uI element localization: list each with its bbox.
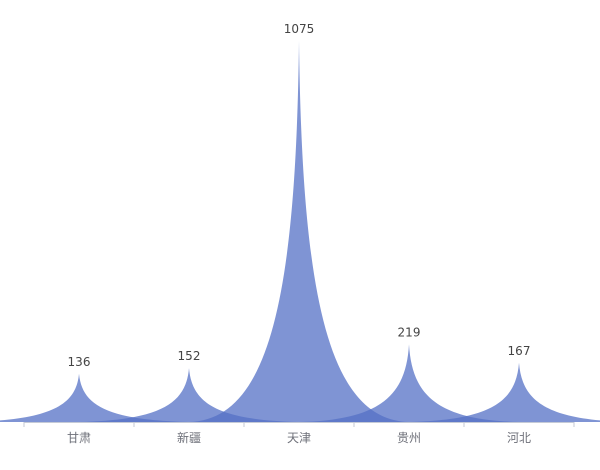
data-label-4: 219 xyxy=(398,325,421,339)
data-labels-layer: 136 152 1075 219 167 xyxy=(68,22,531,369)
peak-1[interactable] xyxy=(0,373,189,422)
x-tick-label-1: 甘肃 xyxy=(67,431,91,445)
x-tick-label-3: 天津 xyxy=(287,431,311,445)
peak-3[interactable] xyxy=(189,41,409,422)
x-tick-label-4: 贵州 xyxy=(397,431,421,445)
peak-5[interactable] xyxy=(409,362,600,422)
data-label-5: 167 xyxy=(508,344,531,358)
data-label-1: 136 xyxy=(68,355,91,369)
x-tick-label-2: 新疆 xyxy=(177,430,201,445)
data-label-2: 152 xyxy=(178,349,201,363)
peak-4[interactable] xyxy=(299,344,519,422)
x-tick-label-5: 河北 xyxy=(507,431,531,445)
peak-2[interactable] xyxy=(79,368,299,422)
peaks-layer xyxy=(0,41,600,422)
x-axis: 甘肃 新疆 天津 贵州 河北 xyxy=(23,422,575,445)
data-label-3: 1075 xyxy=(284,22,315,36)
